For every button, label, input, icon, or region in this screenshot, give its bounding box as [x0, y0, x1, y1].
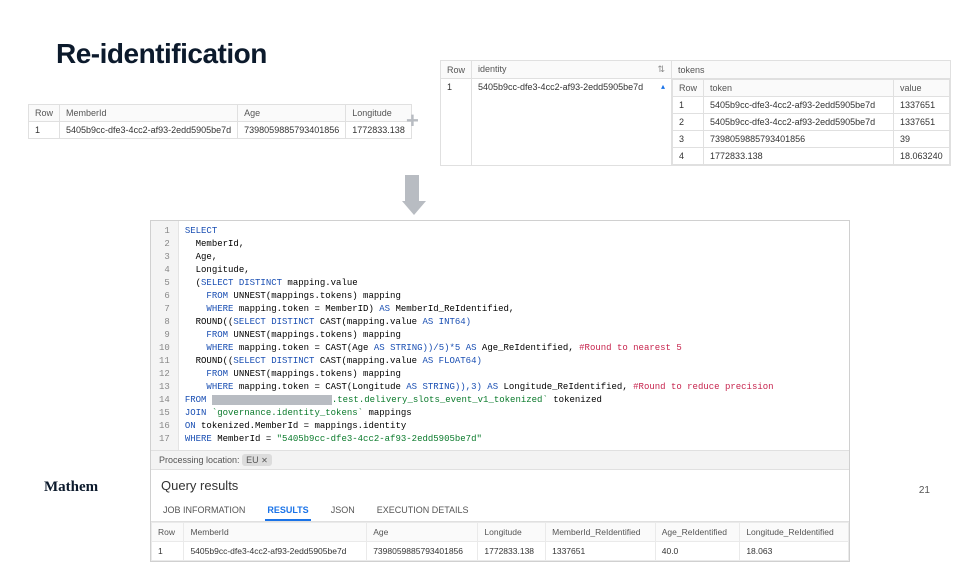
source-table-left: Row MemberId Age Longitude 1 5405b9cc-df… — [28, 104, 412, 139]
page-number: 21 — [919, 485, 930, 496]
col-longitude-reid: Longitude_ReIdentified — [740, 523, 849, 542]
results-tabs: JOB INFORMATION RESULTS JSON EXECUTION D… — [151, 497, 849, 522]
col-row: Row — [673, 80, 704, 97]
table-row: 3739805988579340185639 — [673, 131, 950, 148]
results-header-row: Row MemberId Age Longitude MemberId_ReId… — [152, 523, 849, 542]
sort-icon[interactable]: ⇅ — [657, 64, 665, 75]
cell: 4 — [673, 148, 704, 165]
tab-job-information[interactable]: JOB INFORMATION — [161, 501, 247, 521]
cell: 7398059885793401856 — [704, 131, 894, 148]
cell: 1 — [152, 542, 184, 561]
processing-value: EU — [246, 455, 259, 465]
cell: 40.0 — [655, 542, 740, 561]
table-row: 41772833.13818.063240 — [673, 148, 950, 165]
identity-tokens-table: Row identity ⇅ tokens 1 5405b9cc-dfe3-4c… — [440, 60, 951, 166]
arrow-down-icon — [402, 175, 422, 217]
col-longitude: Longitude — [346, 105, 412, 122]
table-header-row: Row MemberId Age Longitude — [29, 105, 412, 122]
brand-logo: Mathem — [44, 479, 98, 496]
sql-code: SELECT MemberId, Age, Longitude, (SELECT… — [179, 221, 780, 450]
cell: 1337651 — [894, 114, 950, 131]
col-age: Age — [367, 523, 478, 542]
cell-row: 1 — [29, 122, 60, 139]
tab-json[interactable]: JSON — [329, 501, 357, 521]
cell-age: 7398059885793401856 — [238, 122, 346, 139]
cell: 7398059885793401856 — [367, 542, 478, 561]
results-table: Row MemberId Age Longitude MemberId_ReId… — [151, 522, 849, 561]
col-age-reid: Age_ReIdentified — [655, 523, 740, 542]
cell: 18.063240 — [894, 148, 950, 165]
cell: 18.063 — [740, 542, 849, 561]
table-row: 25405b9cc-dfe3-4cc2-af93-2edd5905be7d133… — [673, 114, 950, 131]
expand-icon[interactable]: ▴ — [661, 82, 665, 91]
cell: 5405b9cc-dfe3-4cc2-af93-2edd5905be7d — [704, 114, 894, 131]
table-row: 15405b9cc-dfe3-4cc2-af93-2edd5905be7d133… — [673, 97, 950, 114]
cell: 1337651 — [546, 542, 656, 561]
query-results-title: Query results — [151, 470, 849, 497]
col-memberid: MemberId — [60, 105, 238, 122]
tab-execution-details[interactable]: EXECUTION DETAILS — [375, 501, 471, 521]
slide-title: Re-identification — [56, 38, 267, 70]
col-value: value — [894, 80, 950, 97]
col-row: Row — [152, 523, 184, 542]
table-row: 1 5405b9cc-dfe3-4cc2-af93-2edd5905be7d 7… — [29, 122, 412, 139]
cell: 5405b9cc-dfe3-4cc2-af93-2edd5905be7d — [184, 542, 367, 561]
cell: 1 — [673, 97, 704, 114]
col-memberid-reid: MemberId_ReIdentified — [546, 523, 656, 542]
col-longitude: Longitude — [478, 523, 546, 542]
col-tokens: tokens — [672, 61, 951, 79]
cell: 1772833.138 — [478, 542, 546, 561]
col-identity: identity ⇅ — [472, 61, 672, 79]
cell-memberid: 5405b9cc-dfe3-4cc2-af93-2edd5905be7d — [60, 122, 238, 139]
table-row: 1 5405b9cc-dfe3-4cc2-af93-2edd5905be7d ▴… — [441, 79, 951, 166]
nested-header-row: Row token value — [673, 80, 950, 97]
query-panel: 1234567891011121314151617 SELECT MemberI… — [150, 220, 850, 562]
col-row: Row — [441, 61, 472, 79]
col-token: token — [704, 80, 894, 97]
col-age: Age — [238, 105, 346, 122]
cell: 1772833.138 — [704, 148, 894, 165]
cell-identity: 5405b9cc-dfe3-4cc2-af93-2edd5905be7d ▴ — [472, 79, 672, 166]
cell: 1337651 — [894, 97, 950, 114]
cell: 39 — [894, 131, 950, 148]
table-header-row: Row identity ⇅ tokens — [441, 61, 951, 79]
processing-label: Processing location: — [159, 455, 240, 465]
plus-icon: + — [406, 108, 419, 134]
sql-editor[interactable]: 1234567891011121314151617 SELECT MemberI… — [151, 221, 849, 451]
cell: 5405b9cc-dfe3-4cc2-af93-2edd5905be7d — [704, 97, 894, 114]
line-gutter: 1234567891011121314151617 — [151, 221, 179, 450]
col-row: Row — [29, 105, 60, 122]
cell-longitude: 1772833.138 — [346, 122, 412, 139]
nested-tokens-table: Row token value 15405b9cc-dfe3-4cc2-af93… — [672, 79, 950, 165]
cell-row: 1 — [441, 79, 472, 166]
col-identity-label: identity — [478, 64, 507, 74]
processing-location-bar: Processing location: EU ✕ — [151, 451, 849, 470]
identity-value: 5405b9cc-dfe3-4cc2-af93-2edd5905be7d — [478, 82, 643, 92]
cell: 3 — [673, 131, 704, 148]
close-icon[interactable]: ✕ — [261, 456, 268, 465]
col-memberid: MemberId — [184, 523, 367, 542]
redacted-project — [212, 395, 332, 405]
table-row: 1 5405b9cc-dfe3-4cc2-af93-2edd5905be7d 7… — [152, 542, 849, 561]
cell: 2 — [673, 114, 704, 131]
tab-results[interactable]: RESULTS — [265, 501, 310, 521]
processing-chip[interactable]: EU ✕ — [242, 454, 272, 466]
